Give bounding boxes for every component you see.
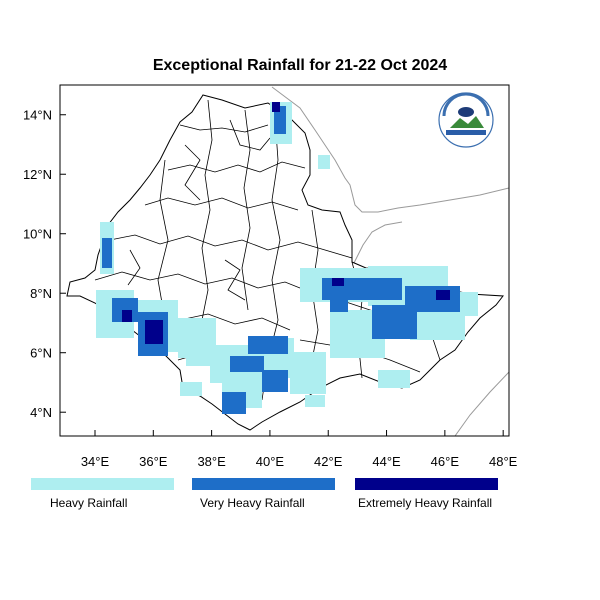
map-frame	[59, 84, 510, 437]
x-tick-label: 40°E	[256, 454, 285, 469]
y-tick-label: 10°N	[23, 227, 52, 242]
x-tick-label: 42°E	[314, 454, 343, 469]
extremely-heavy-rainfall-areas	[122, 102, 450, 344]
x-tick-label: 38°E	[197, 454, 226, 469]
x-tick-labels: 34°E 36°E 38°E 40°E 42°E 44°E 46°E 48°E	[81, 454, 518, 469]
legend-swatch-heavy	[31, 478, 174, 490]
x-tick-label: 46°E	[431, 454, 460, 469]
y-tick-label: 4°N	[30, 405, 52, 420]
meteorology-institute-logo	[438, 92, 494, 148]
y-tick-label: 6°N	[30, 346, 52, 361]
legend-label-heavy: Heavy Rainfall	[50, 496, 128, 510]
x-tick-label: 44°E	[372, 454, 401, 469]
x-tick-label: 34°E	[81, 454, 110, 469]
y-tick-label: 14°N	[23, 108, 52, 123]
y-tick-label: 12°N	[23, 167, 52, 182]
y-tick-label: 8°N	[30, 286, 52, 301]
neighbour-boundaries	[271, 86, 509, 436]
legend-swatch-very-heavy	[192, 478, 335, 490]
legend-label-extremely-heavy: Extremely Heavy Rainfall	[358, 496, 493, 510]
y-tick-labels: 4°N 6°N 8°N 10°N 12°N 14°N	[23, 108, 52, 420]
legend-swatch-extremely-heavy	[355, 478, 498, 490]
map-title: Exceptional Rainfall for 21-22 Oct 2024	[152, 57, 448, 74]
legend-label-very-heavy: Very Heavy Rainfall	[200, 496, 305, 510]
x-tick-label: 48°E	[489, 454, 518, 469]
axis-ticks	[60, 114, 504, 436]
x-tick-label: 36°E	[139, 454, 168, 469]
